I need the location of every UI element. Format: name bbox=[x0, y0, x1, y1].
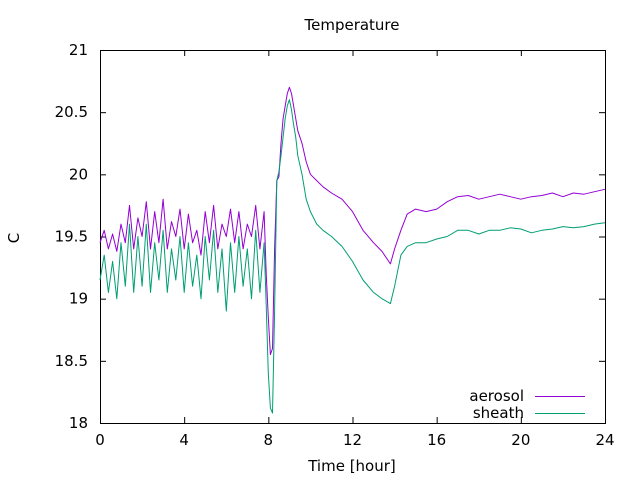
x-tick-label: 8 bbox=[264, 431, 274, 449]
y-tick-label: 19.5 bbox=[55, 228, 88, 246]
y-axis-label: C bbox=[5, 233, 23, 243]
x-tick-label: 16 bbox=[427, 431, 446, 449]
legend-label-aerosol: aerosol bbox=[469, 387, 524, 405]
x-tick-label: 0 bbox=[95, 431, 105, 449]
series-line-sheath bbox=[99, 99, 606, 414]
x-tick-label: 24 bbox=[595, 431, 614, 449]
y-tick-label: 20 bbox=[69, 165, 88, 183]
x-tick-label: 20 bbox=[511, 431, 530, 449]
plot-frame bbox=[100, 50, 606, 424]
series-line-aerosol bbox=[99, 86, 606, 356]
y-tick-label: 18.5 bbox=[55, 352, 88, 370]
chart-title: Temperature bbox=[303, 16, 399, 34]
x-tick-label: 12 bbox=[343, 431, 362, 449]
y-tick-label: 21 bbox=[69, 41, 88, 59]
y-tick-label: 20.5 bbox=[55, 103, 88, 121]
axis-ticks: 0 4 8 12 16 20 24 18 18.5 19 19.5 20 20.5 21 bbox=[55, 41, 615, 449]
x-tick-label: 4 bbox=[179, 431, 189, 449]
series-layer bbox=[99, 86, 606, 414]
x-axis-label: Time [hour] bbox=[307, 457, 396, 475]
y-tick-label: 19 bbox=[69, 290, 88, 308]
legend-label-sheath: sheath bbox=[473, 404, 524, 422]
y-tick-label: 18 bbox=[69, 414, 88, 432]
